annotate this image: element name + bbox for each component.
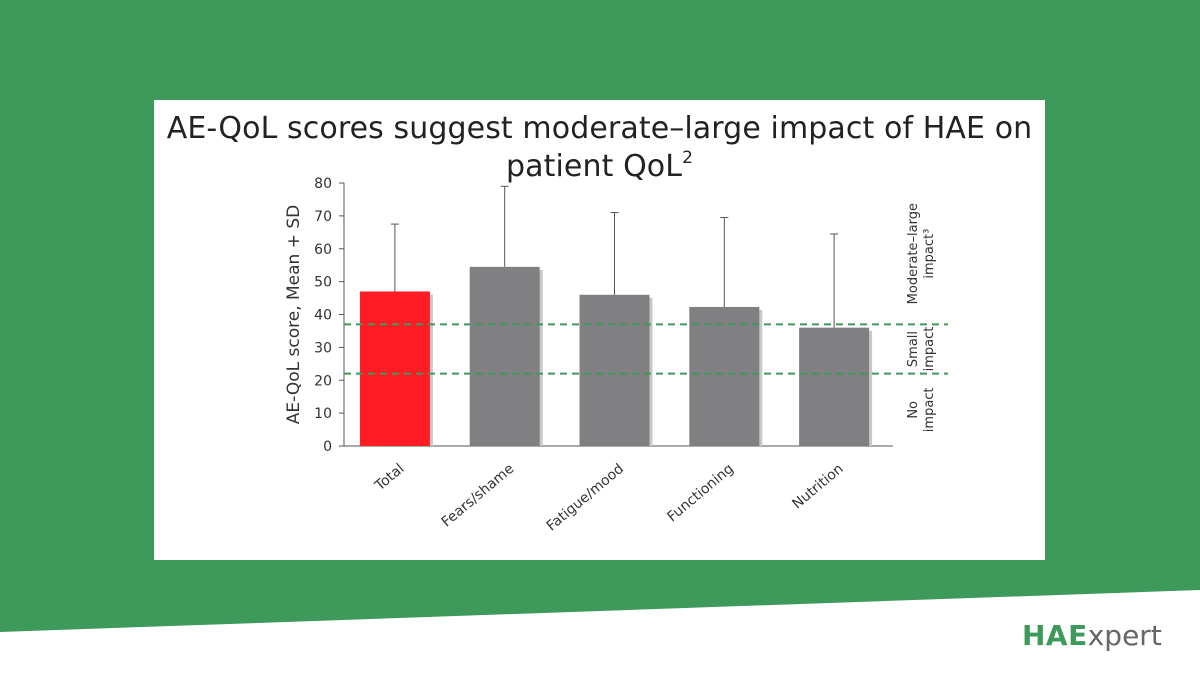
bar-fears-shame [469, 266, 540, 446]
slide-title-text: AE-QoL scores suggest moderate–large imp… [166, 111, 1033, 184]
y-tick-label: 20 [314, 373, 332, 389]
x-tick-label: Fatigue/mood [544, 461, 627, 535]
y-tick-label: 50 [314, 275, 332, 291]
y-tick-label: 40 [314, 308, 332, 324]
y-tick-label: 70 [314, 209, 332, 225]
slide-title: AE-QoL scores suggest moderate–large imp… [154, 110, 1045, 186]
x-tick-label: Nutrition [789, 461, 846, 513]
zone-label: Moderate–large [906, 203, 921, 304]
haexpert-logo: HAExpert [1022, 618, 1162, 658]
bar-fatigue-mood [579, 294, 650, 446]
y-tick-label: 30 [314, 340, 332, 356]
zone-label: Small [906, 331, 921, 367]
bar-nutrition [799, 327, 870, 446]
logo-brand-bold: HAE [1022, 619, 1088, 652]
title-reference: 2 [682, 148, 693, 168]
bar-functioning [689, 306, 760, 446]
zone-label: impact [922, 387, 937, 432]
y-tick-label: 10 [314, 406, 332, 422]
y-tick-label: 80 [314, 176, 332, 192]
x-tick-label: Fears/shame [439, 461, 518, 531]
x-tick-label: Total [371, 461, 407, 495]
y-axis-title: AE-QoL score, Mean + SD [284, 205, 304, 425]
logo-brand-light: xpert [1087, 619, 1162, 652]
zone-label: impact [922, 327, 937, 372]
y-tick-label: 0 [323, 439, 332, 455]
x-tick-label: Functioning [664, 461, 736, 525]
y-tick-label: 60 [314, 242, 332, 258]
zone-label: impact³ [922, 229, 937, 279]
bar-total [359, 291, 430, 446]
zone-label: No [906, 401, 921, 419]
